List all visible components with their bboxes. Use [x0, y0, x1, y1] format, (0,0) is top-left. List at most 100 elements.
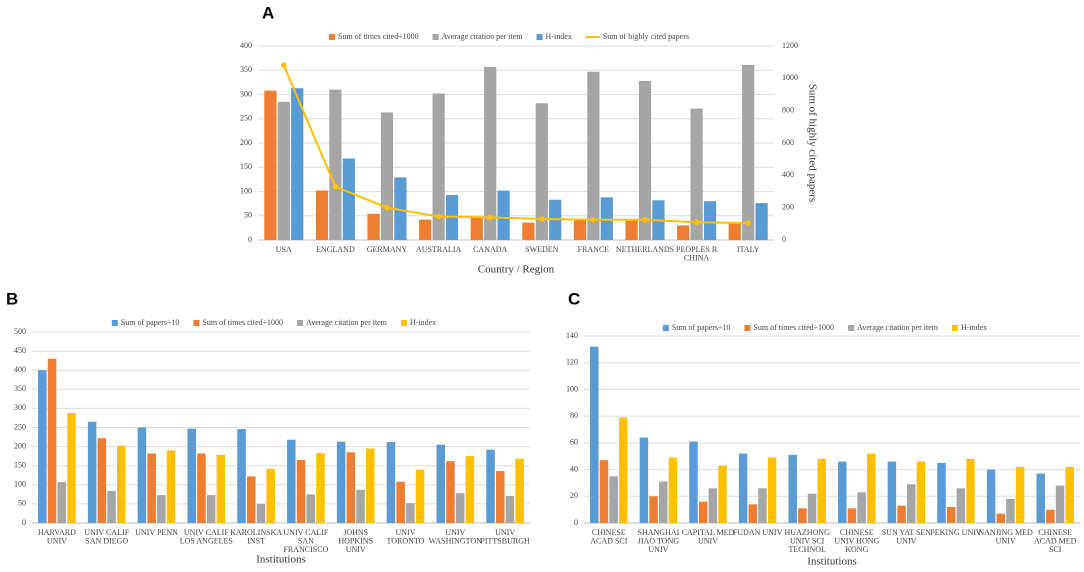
bar — [857, 492, 866, 523]
x-axis-title: Institutions — [807, 556, 857, 568]
x-tick-label: SWEDEN — [525, 245, 559, 254]
bar — [197, 453, 206, 523]
x-tick-label: USA — [276, 245, 292, 254]
bar — [649, 496, 658, 523]
bar — [446, 461, 455, 523]
bar — [639, 437, 649, 523]
legend-swatch — [329, 34, 336, 40]
panel-label: C — [568, 289, 580, 308]
bar — [470, 216, 483, 240]
line-point — [539, 216, 545, 222]
line-point — [281, 62, 287, 69]
panel-label: A — [262, 3, 274, 22]
legend-label: Sum of times cited÷1000 — [202, 318, 283, 327]
y2-tick-label: 1200 — [782, 41, 798, 50]
panel-label: B — [6, 289, 18, 308]
legend-swatch — [432, 34, 439, 40]
y-tick-label: 400 — [240, 41, 252, 50]
y-tick-label: 50 — [244, 211, 252, 220]
x-tick-label: CAPITAL MED UNIV — [682, 528, 735, 546]
legend-swatch — [193, 320, 200, 326]
bar — [329, 89, 342, 241]
bar — [486, 449, 495, 523]
bar — [668, 457, 678, 523]
bar — [366, 448, 375, 523]
bar — [266, 468, 275, 523]
bar — [316, 453, 325, 523]
bar — [600, 197, 613, 240]
y-tick-label: 50 — [18, 499, 26, 508]
bar — [367, 213, 380, 240]
legend-label: H-index — [546, 32, 572, 41]
bar — [897, 505, 906, 523]
y-tick-label: 100 — [566, 384, 578, 393]
y-tick-label: 350 — [240, 65, 252, 74]
bar — [599, 460, 609, 523]
legend-label: H-index — [961, 323, 987, 332]
bar — [625, 220, 638, 240]
bar — [956, 488, 966, 523]
x-tick-label: GERMANY — [367, 245, 408, 254]
x-tick-label: UNIV PENN — [135, 528, 178, 537]
bar — [838, 461, 847, 523]
y-tick-label: 400 — [14, 365, 26, 374]
legend-label: Sum of times cited÷1000 — [338, 32, 419, 41]
bar — [497, 190, 510, 240]
legend-label: Sum of highly cited papers — [603, 32, 689, 41]
bar — [690, 108, 703, 240]
line-point — [642, 216, 648, 223]
bar — [432, 93, 445, 240]
bar — [306, 494, 316, 523]
bar — [291, 88, 304, 240]
legend-item: H-index — [536, 32, 572, 41]
y-tick-label: 200 — [14, 441, 26, 450]
bar — [986, 469, 996, 523]
bar — [515, 458, 524, 523]
y2-tick-label: 200 — [782, 202, 794, 211]
x-tick-label: UNIV TORONTO — [387, 528, 425, 546]
x-tick-label: CHINESE ACAD SCI — [590, 528, 627, 546]
bar — [573, 219, 587, 240]
y2-tick-label: 1000 — [782, 73, 798, 82]
y-tick-label: 100 — [240, 186, 252, 195]
bar — [966, 458, 975, 523]
bar — [638, 80, 652, 240]
bar — [157, 495, 166, 523]
bar — [107, 490, 116, 523]
y-tick-label: 500 — [14, 327, 26, 336]
y2-tick-label: 400 — [782, 170, 794, 179]
legend-swatch — [951, 325, 958, 331]
x-tick-label: SUN YAT SEN UNIV — [882, 528, 932, 546]
bar — [1015, 466, 1025, 523]
bar — [436, 444, 445, 523]
bar — [465, 456, 475, 523]
legend-item: Sum of papers÷10 — [662, 323, 730, 332]
legend-item: Average citation per item — [297, 318, 388, 327]
y2-tick-label: 800 — [782, 105, 794, 114]
bar — [47, 358, 57, 523]
line-point — [745, 220, 751, 226]
bar — [346, 452, 356, 523]
x-tick-label: KAROLINSKA INST — [230, 528, 282, 546]
bar — [1065, 466, 1074, 523]
bar — [216, 455, 226, 523]
x-tick-label: PEKING UNIV — [930, 528, 982, 537]
legend-label: Average citation per item — [442, 32, 524, 41]
bar — [867, 453, 876, 523]
legend-item: Sum of times cited÷1000 — [329, 32, 419, 41]
y-tick-label: 300 — [240, 89, 252, 98]
legend-item: Average citation per item — [848, 323, 939, 332]
bar — [87, 421, 97, 523]
x-tick-label: FUDAN UNIV — [733, 528, 783, 537]
bar — [535, 103, 548, 240]
x-tick-label: PEOPLES R CHINA — [676, 245, 718, 263]
x-tick-label: UNIV WASHINGTON — [429, 528, 482, 546]
bar — [1055, 485, 1065, 523]
y2-tick-label: 0 — [782, 235, 786, 244]
legend-item: Sum of papers÷10 — [111, 318, 179, 327]
x-tick-label: NANJING MED UNIV — [978, 528, 1033, 546]
y-tick-label: 120 — [566, 358, 578, 367]
bar — [728, 223, 741, 240]
legend-swatch — [744, 325, 751, 331]
y-tick-label: 0 — [22, 518, 26, 527]
